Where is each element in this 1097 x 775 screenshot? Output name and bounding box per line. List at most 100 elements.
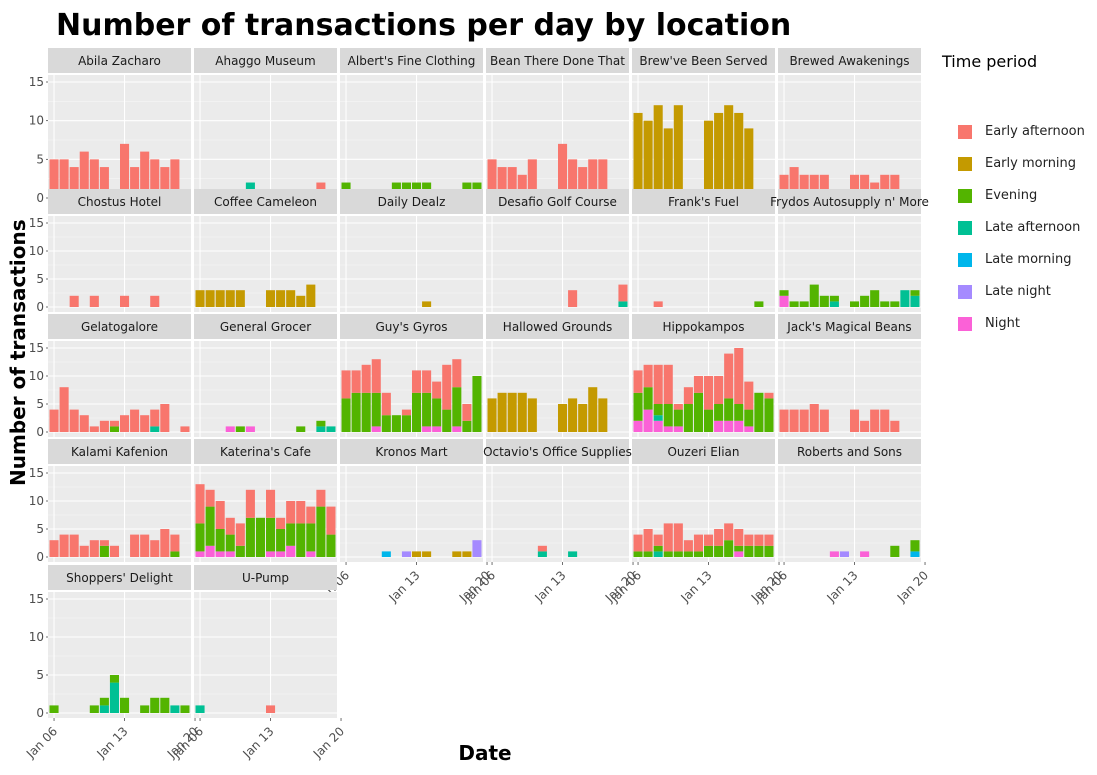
bar-segment — [99, 545, 109, 557]
bar-segment — [558, 143, 568, 198]
bar-segment — [653, 415, 663, 421]
bar-segment — [422, 551, 432, 557]
bar-segment — [910, 295, 920, 307]
bar-segment — [130, 409, 140, 432]
facet-strip-label: Coffee Cameleon — [214, 195, 317, 209]
bar-segment — [69, 534, 79, 557]
y-axis-label: Number of transactions — [6, 219, 30, 486]
y-tick-label: 10 — [29, 244, 44, 258]
y-tick-label: 10 — [29, 369, 44, 383]
facet-panel — [778, 216, 921, 312]
bar-segment — [880, 301, 890, 307]
bar-segment — [381, 392, 391, 416]
bar-segment — [59, 387, 69, 432]
legend: Time period Early afternoon Early morning… — [942, 52, 1092, 349]
facet-strip-label: Albert's Fine Clothing — [348, 54, 476, 68]
bar-segment — [69, 409, 79, 432]
bar-segment — [296, 426, 306, 432]
bar-segment — [452, 359, 462, 388]
bar-segment — [568, 159, 578, 198]
facet-strip-label: Kronos Mart — [375, 445, 448, 459]
bar-segment — [507, 167, 517, 198]
bar-segment — [704, 120, 714, 198]
legend-key — [958, 157, 972, 171]
bar-segment — [130, 167, 140, 198]
bar-segment — [266, 489, 276, 518]
bar-segment — [633, 534, 643, 552]
facet-strip-label: Brewed Awakenings — [789, 54, 909, 68]
bar-segment — [487, 398, 497, 432]
facet-strip — [194, 439, 337, 464]
bar-segment — [99, 697, 109, 706]
bar-segment — [744, 545, 754, 557]
bar-segment — [714, 112, 724, 198]
bar-segment — [401, 182, 411, 191]
facet-strip — [340, 439, 483, 464]
facet-panel — [632, 341, 775, 437]
bar-segment — [79, 415, 89, 432]
bar-segment — [734, 348, 744, 404]
bar-segment — [89, 295, 99, 307]
facet-strip-label: Guy's Gyros — [375, 320, 447, 334]
bar-segment — [663, 551, 673, 557]
bar-segment — [99, 705, 109, 713]
bar-segment — [245, 489, 255, 518]
bar-segment — [245, 426, 255, 432]
bar-segment — [452, 426, 462, 432]
facet-panel — [194, 466, 337, 562]
facet-strip — [48, 439, 191, 464]
facet-strip-label: Katerina's Cafe — [220, 445, 311, 459]
facet-strip-label: Ahaggo Museum — [215, 54, 315, 68]
x-tick-label: Jan 13 — [93, 724, 130, 761]
bar-segment — [442, 364, 452, 410]
legend-item: Late morning — [942, 252, 1092, 285]
bar-segment — [225, 290, 235, 307]
bar-segment — [779, 409, 789, 432]
facet-panel — [48, 592, 191, 718]
bar-segment — [266, 551, 276, 557]
y-tick-label: 5 — [36, 397, 44, 411]
bar-segment — [653, 301, 663, 307]
legend-key — [958, 317, 972, 331]
legend-label: Early afternoon — [985, 124, 1085, 139]
x-tick-label: Jan 13 — [677, 568, 714, 605]
legend-key — [958, 221, 972, 235]
bar-segment — [422, 370, 432, 393]
bar-segment — [109, 682, 119, 713]
x-tick-label: Jan 13 — [239, 724, 276, 761]
legend-item: Late afternoon — [942, 220, 1092, 253]
facet-strip — [194, 314, 337, 339]
legend-item: Early morning — [942, 156, 1092, 189]
bar-segment — [170, 551, 180, 557]
bar-segment — [266, 290, 276, 307]
bar-segment — [245, 517, 255, 557]
bar-segment — [286, 501, 296, 524]
bar-segment — [160, 529, 170, 557]
facet-panel — [778, 75, 921, 203]
bar-segment — [341, 398, 351, 432]
bar-segment — [170, 159, 180, 191]
bar-segment — [205, 290, 215, 307]
facet-strip-label: Ouzeri Elian — [667, 445, 739, 459]
bar-segment — [487, 159, 497, 198]
facet-strip — [194, 189, 337, 214]
bar-segment — [306, 284, 316, 307]
legend-key — [958, 253, 972, 267]
bar-segment — [754, 545, 764, 557]
bar-segment — [653, 404, 663, 416]
bar-segment — [890, 174, 900, 198]
facet-strip-label: Abila Zacharo — [78, 54, 161, 68]
bar-segment — [714, 545, 724, 557]
bar-segment — [779, 295, 789, 307]
facet-strip-label: Shoppers' Delight — [66, 571, 173, 585]
bar-segment — [170, 534, 180, 552]
bar-segment — [215, 551, 225, 557]
bar-segment — [401, 551, 411, 557]
y-tick-label: 5 — [36, 152, 44, 166]
bar-segment — [829, 551, 839, 557]
bar-segment — [754, 534, 764, 546]
bar-segment — [633, 551, 643, 557]
facet-strip-label: Gelatogalore — [81, 320, 158, 334]
facet-panel — [632, 216, 775, 312]
